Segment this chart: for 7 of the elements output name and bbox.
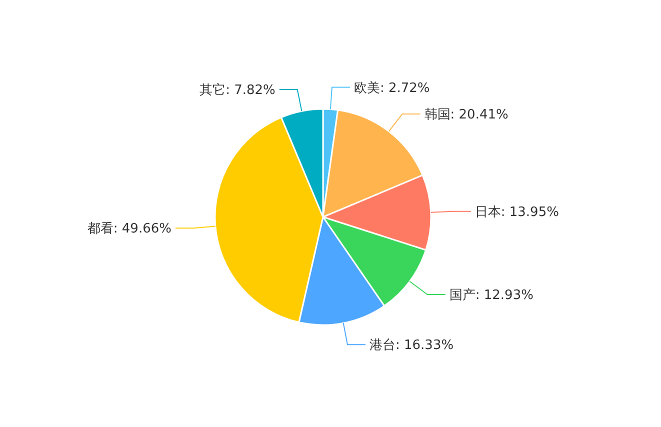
slice-label: 韩国: 20.41% xyxy=(424,108,508,123)
slice-label: 其它: 7.82% xyxy=(200,82,276,98)
slice-label: 都看: 49.66% xyxy=(87,222,172,237)
slice-label: 日本: 13.95% xyxy=(474,204,559,220)
slice-label: 港台: 16.33% xyxy=(369,338,454,354)
slice-label: 欧美: 2.72% xyxy=(354,80,430,96)
slice-label: 国产: 12.93% xyxy=(449,288,534,304)
